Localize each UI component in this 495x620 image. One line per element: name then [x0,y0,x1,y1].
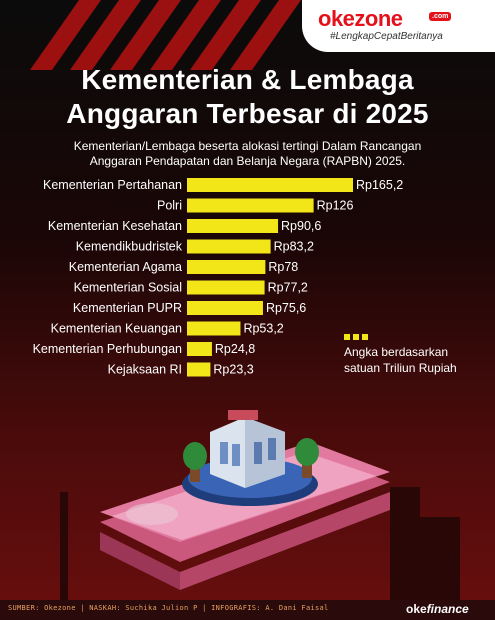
logo-domain-badge: .com [429,12,452,21]
bar [187,342,212,356]
value-label: Rp83,2 [274,240,314,254]
subtitle-line1: Kementerian/Lembaga beserta alokasi tert… [73,139,422,153]
bar [187,219,279,233]
money-building-illustration [60,410,460,602]
government-building [182,410,318,506]
category-label: Kementerian Keuangan [51,322,182,336]
legend-swatch-3 [362,334,368,340]
category-label: Kementerian PUPR [73,301,182,315]
legend-swatch-1 [344,334,350,340]
value-label: Rp78 [268,260,298,274]
subtitle: Kementerian/Lembaga beserta alokasi tert… [30,139,465,169]
bar [187,239,271,254]
bar-chart: Kementerian Pertahanan Rp165,2 Polri Rp126 K… [33,178,403,377]
footer-brand-oke: oke [406,602,427,616]
value-label: Rp90,6 [281,219,321,233]
legend-note-line2: satuan Triliun Rupiah [344,361,457,375]
value-label: Rp23,3 [213,363,253,377]
value-label: Rp24,8 [215,342,255,356]
bar [187,362,211,377]
value-label: Rp75,6 [266,301,306,315]
okezone-logo: okezone [318,6,403,31]
legend-swatch-2 [353,334,359,340]
bar [187,321,241,336]
category-label: Kemendikbudristek [76,240,183,254]
value-label: Rp126 [317,199,354,213]
value-label: Rp165,2 [356,178,403,192]
okefinance-logo: okefinance [406,602,469,616]
page-title-line2: Anggaran Terbesar di 2025 [66,98,429,129]
category-label: Kejaksaan RI [108,363,182,377]
category-label: Kementerian Sosial [74,281,182,295]
category-label: Kementerian Kesehatan [48,219,182,233]
footer-credits: SUMBER: Okezone | NASKAH: Suchika Julion… [8,604,329,612]
legend-note-line1: Angka berdasarkan [344,345,449,359]
value-label: Rp53,2 [243,322,283,336]
page-title-line1: Kementerian & Lembaga [81,64,414,95]
category-label: Kementerian Agama [69,260,182,274]
legend-note: Angka berdasarkan satuan Triliun Rupiah [344,344,484,376]
category-label: Kementerian Pertahanan [43,178,182,192]
category-label: Polri [157,199,182,213]
plant-left [183,442,207,482]
category-label: Kementerian Perhubungan [33,342,182,356]
bar [187,280,265,295]
footer-brand-finance: finance [426,602,469,616]
logo-tagline: #LengkapCepatBeritanya [330,31,443,42]
bar [187,260,266,274]
value-label: Rp77,2 [268,281,308,295]
footer-bar [0,600,495,620]
bar [187,301,263,315]
plant-right [295,438,319,478]
city-skyline [60,487,460,602]
bar [187,178,353,192]
bar [187,198,314,213]
logo-panel [302,0,495,52]
subtitle-line2: Anggaran Pendapatan dan Belanja Negara (… [89,154,406,168]
